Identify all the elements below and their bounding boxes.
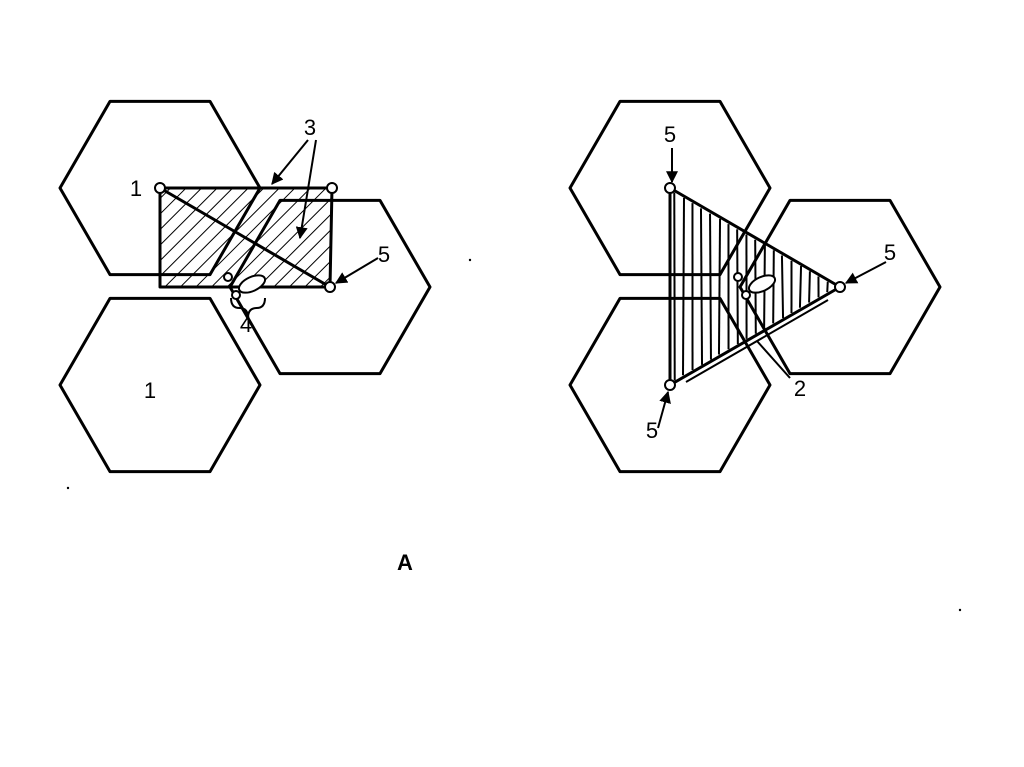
center-marker	[835, 282, 845, 292]
speck	[67, 487, 69, 489]
callout-label: 3	[304, 115, 316, 140]
leader-line	[846, 262, 886, 283]
callout-label: 2	[794, 376, 806, 401]
leader-line	[658, 392, 668, 428]
pore-dot	[734, 273, 742, 281]
pore-dot	[742, 291, 750, 299]
callout-label: 5	[378, 242, 390, 267]
center-marker	[155, 183, 165, 193]
leader-line	[272, 140, 308, 184]
center-marker	[665, 183, 675, 193]
center-marker	[327, 183, 337, 193]
pore-dot	[232, 291, 240, 299]
figure-label: A	[397, 550, 413, 575]
pore-dot	[224, 273, 232, 281]
callout-label: 5	[646, 418, 658, 443]
speck	[959, 609, 961, 611]
callout-label: 4	[240, 312, 252, 337]
hexagon	[60, 298, 260, 471]
center-marker	[325, 282, 335, 292]
callout-label: 5	[664, 122, 676, 147]
center-marker	[665, 380, 675, 390]
speck	[469, 259, 471, 261]
callout-label: 1	[144, 378, 156, 403]
callout-label: 1	[130, 176, 142, 201]
leader-line	[336, 258, 378, 283]
callout-label: 5	[884, 240, 896, 265]
